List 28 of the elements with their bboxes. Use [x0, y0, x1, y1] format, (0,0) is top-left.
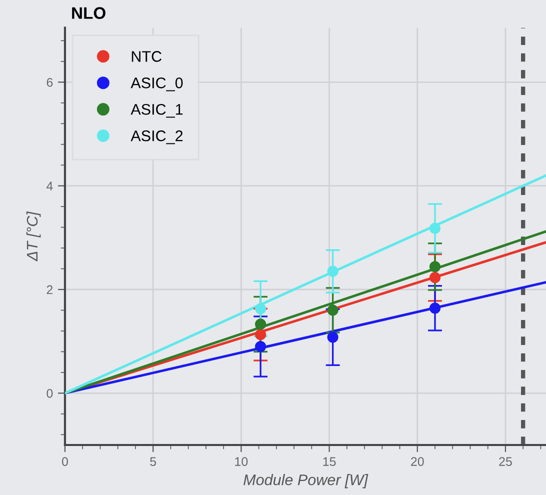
y-tick-label: 0 — [46, 388, 53, 398]
x-tick-label: 25 — [499, 457, 512, 466]
point — [255, 318, 266, 330]
x-tick-label: 20 — [411, 457, 424, 466]
legend-label: ASIC_1 — [130, 104, 183, 118]
y-axis-title: ΔT [°C] — [26, 211, 41, 262]
x-tick-label: 10 — [235, 457, 248, 466]
point — [429, 272, 441, 284]
point — [429, 261, 441, 272]
y-tick-label: 2 — [46, 285, 53, 294]
point — [327, 304, 338, 316]
chart-title: NLO — [72, 7, 106, 19]
x-tick-label: 0 — [62, 457, 68, 466]
point — [327, 332, 338, 343]
x-tick-label: 5 — [150, 457, 156, 466]
y-tick-label: 4 — [46, 182, 53, 190]
point — [255, 303, 266, 314]
legend-label: ASIC_0 — [130, 78, 183, 92]
point — [429, 302, 441, 314]
x-axis-title: Module Power [W] — [244, 474, 368, 488]
point — [255, 340, 266, 352]
x-tick-label: 15 — [323, 457, 336, 466]
legend-label: ASIC_2 — [130, 130, 183, 144]
point — [327, 266, 338, 277]
point — [255, 329, 266, 340]
legend-label: NTC — [132, 51, 162, 62]
point — [429, 222, 441, 234]
y-tick-label: 6 — [46, 78, 53, 87]
